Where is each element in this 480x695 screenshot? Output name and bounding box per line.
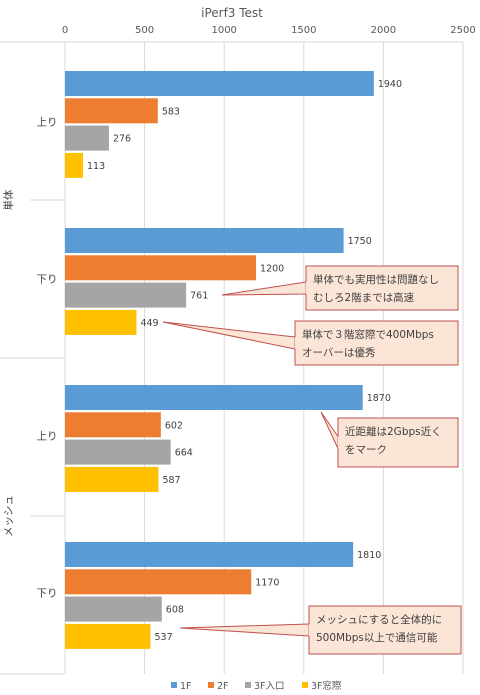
group-label: メッシュ xyxy=(3,495,15,537)
bar-1F-上り xyxy=(65,385,363,410)
annotation-text: メッシュにすると全体的に xyxy=(316,613,442,626)
annotation-pointer xyxy=(221,281,307,296)
legend-swatch-1F xyxy=(171,682,177,688)
data-label: 1200 xyxy=(260,263,284,274)
legend: 1F 2F 3F入口 3F窓際 xyxy=(171,680,342,692)
annotation-box xyxy=(308,605,462,655)
chart-title: iPerf3 Test xyxy=(201,6,263,20)
data-label: 1750 xyxy=(348,236,372,247)
group-label: 単体 xyxy=(2,189,15,210)
bar-1F-上り xyxy=(65,71,374,96)
data-label: 113 xyxy=(87,161,105,172)
bar-2F-上り xyxy=(65,412,161,438)
x-tick-label: 1500 xyxy=(291,25,316,36)
data-label: 537 xyxy=(154,632,172,643)
data-label: 449 xyxy=(140,318,158,329)
legend-label: 3F入口 xyxy=(254,681,285,692)
bar-layer xyxy=(65,71,374,649)
x-tick-label: 0 xyxy=(62,25,68,36)
legend-label: 2F xyxy=(217,681,229,692)
bar-3F入口-上り xyxy=(65,439,171,465)
data-label: 1170 xyxy=(255,577,279,588)
annotation-text: オーバーは優秀 xyxy=(302,346,376,359)
data-label: 608 xyxy=(166,605,184,616)
bar-3F窓際-上り xyxy=(65,152,83,178)
annotation-text: 単体で３階窓際で400Mbps xyxy=(302,328,434,341)
category-label: 上り xyxy=(37,117,58,129)
data-label: 664 xyxy=(175,448,193,459)
bar-3F窓際-下り xyxy=(65,623,151,649)
annotation-text: 500Mbps以上で通信可能 xyxy=(316,631,438,644)
data-label: 1940 xyxy=(378,79,402,90)
data-label: 1810 xyxy=(357,550,381,561)
x-tick-label: 500 xyxy=(135,25,154,36)
legend-swatch-3F入口 xyxy=(245,682,251,688)
annotation-text: 単体でも実用性は問題なし xyxy=(313,273,439,286)
category-label: 上り xyxy=(37,431,58,443)
bar-3F窓際-上り xyxy=(65,466,159,492)
x-tick-label: 2500 xyxy=(450,25,475,36)
category-label: 下り xyxy=(37,588,58,600)
annotation-text: むしろ2階までは高速 xyxy=(313,291,415,304)
legend-swatch-2F xyxy=(208,682,214,688)
data-label: 587 xyxy=(162,475,180,486)
annotation-pointer xyxy=(320,411,339,449)
data-label: 602 xyxy=(165,420,183,431)
x-tick-label: 1000 xyxy=(211,25,236,36)
legend-swatch-3F窓際 xyxy=(302,682,308,688)
annotation-text: をマーク xyxy=(345,444,387,456)
bar-2F-上り xyxy=(65,98,158,124)
annotation-box xyxy=(305,265,459,311)
bar-3F入口-下り xyxy=(65,596,162,622)
data-label: 1870 xyxy=(367,393,391,404)
annotation-pointer xyxy=(179,623,310,637)
bar-1F-下り xyxy=(65,228,344,253)
annotation-box xyxy=(294,320,459,366)
bar-1F-下り xyxy=(65,542,354,567)
x-tick-label: 2000 xyxy=(371,25,396,36)
bar-2F-下り xyxy=(65,569,252,595)
label-layer: 0 500 1000 1500 2000 2500 1940 583 276 113 上り 1750 1… xyxy=(2,25,476,643)
category-label: 下り xyxy=(37,274,58,286)
legend-label: 3F窓際 xyxy=(311,680,342,692)
annotation-callout: 単体で３階窓際で400Mbps オーバーは優秀 xyxy=(162,320,459,366)
annotation-text: 近距離は2Gbps近く xyxy=(345,425,442,438)
data-label: 583 xyxy=(162,106,180,117)
legend-label: 1F xyxy=(180,681,192,692)
annotation-pointer xyxy=(162,321,296,350)
bar-3F入口-上り xyxy=(65,125,109,151)
bar-3F入口-下り xyxy=(65,282,187,308)
data-label: 761 xyxy=(190,291,208,302)
data-label: 276 xyxy=(113,134,131,145)
annotation-box xyxy=(337,417,459,468)
bar-2F-下り xyxy=(65,255,257,281)
annotation-callout: メッシュにすると全体的に 500Mbps以上で通信可能 xyxy=(179,605,462,655)
bar-3F窓際-下り xyxy=(65,309,137,335)
